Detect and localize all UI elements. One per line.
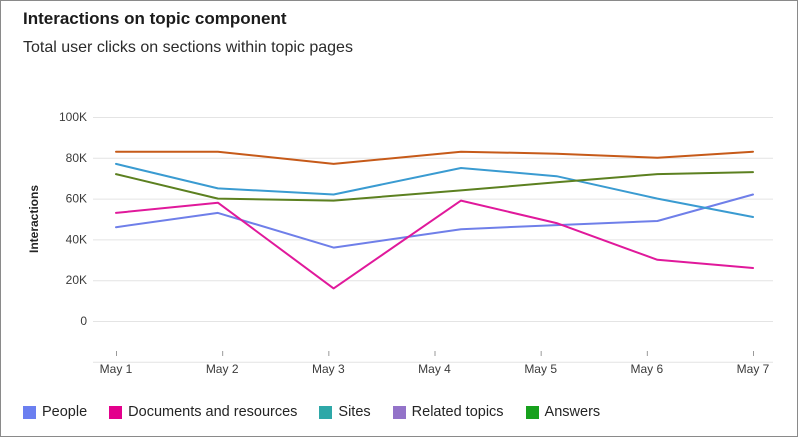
legend-item-answers[interactable]: Answers <box>525 404 601 420</box>
series-line-documents-and-resources[interactable] <box>115 199 754 290</box>
y-tick-label: 100K <box>59 110 87 124</box>
gridlines <box>93 117 773 363</box>
legend-swatch <box>23 405 36 419</box>
chart-subtitle: Total user clicks on sections within top… <box>23 39 353 56</box>
series-line-people[interactable] <box>115 193 754 249</box>
x-axis-ticks: May 1 May 2 May 3 May 4 May 5 May 6 May 7 <box>100 351 770 376</box>
x-tick-label: May 1 <box>100 362 133 376</box>
legend-label: People <box>42 404 88 420</box>
legend-swatch <box>109 405 123 419</box>
legend-item-documents-and-resources[interactable]: Documents and resources <box>109 404 297 420</box>
chart-title: Interactions on topic component <box>23 9 287 28</box>
chart-legend: People Documents and resources Sites Relate… <box>23 404 622 420</box>
y-axis-ticks: 0 20K 40K 60K 80K 100K <box>59 110 87 328</box>
legend-swatch <box>319 405 333 419</box>
x-tick-label: May 6 <box>630 362 663 376</box>
series-line-sites[interactable] <box>115 162 754 218</box>
x-tick-label: May 4 <box>418 362 451 376</box>
legend-item-people[interactable]: People <box>23 404 87 420</box>
y-tick-label: 20K <box>66 273 87 287</box>
x-tick-label: May 2 <box>206 362 239 376</box>
series-lines <box>115 150 754 290</box>
legend-label: Documents and resources <box>128 404 298 420</box>
y-axis-label: Interactions <box>27 185 41 253</box>
x-tick-label: May 5 <box>524 362 557 376</box>
x-tick-label: May 7 <box>737 362 770 376</box>
legend-label: Sites <box>338 404 371 420</box>
y-tick-label: 80K <box>66 151 87 165</box>
series-line-related-topics[interactable] <box>115 150 754 165</box>
series-line-answers[interactable] <box>115 171 754 202</box>
legend-label: Related topics <box>411 404 504 420</box>
legend-item-sites[interactable]: Sites <box>319 404 371 420</box>
legend-swatch <box>525 405 539 419</box>
y-tick-label: 60K <box>66 192 87 206</box>
y-tick-label: 40K <box>66 232 87 246</box>
legend-swatch <box>392 405 406 419</box>
legend-label: Answers <box>544 404 601 420</box>
legend-item-related-topics[interactable]: Related topics <box>392 404 504 420</box>
y-tick-label: 0 <box>80 314 87 328</box>
x-tick-label: May 3 <box>312 362 345 376</box>
